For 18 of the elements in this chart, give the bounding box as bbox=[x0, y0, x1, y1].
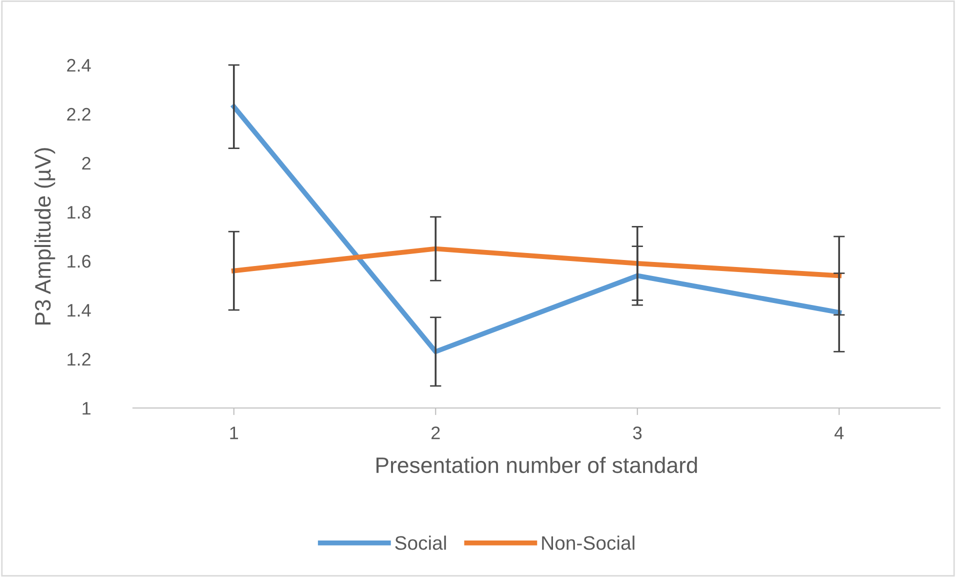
x-tick-label: 1 bbox=[230, 426, 238, 440]
y-axis-title: P3 Amplitude (µV) bbox=[34, 148, 56, 324]
x-tick-label: 4 bbox=[834, 426, 844, 440]
legend-label: Non-Social bbox=[542, 536, 634, 550]
x-axis-title: Presentation number of standard bbox=[376, 456, 697, 474]
line-series bbox=[231, 104, 842, 354]
y-tick-label: 1.6 bbox=[68, 254, 91, 268]
legend-label: Social bbox=[395, 536, 446, 550]
y-tick-label: 1 bbox=[82, 402, 90, 415]
y-tick-label: 2.4 bbox=[67, 58, 91, 72]
x-tick-label: 2 bbox=[432, 426, 440, 440]
line-series bbox=[231, 246, 842, 278]
y-tick-label: 1.4 bbox=[68, 304, 91, 317]
x-tick-label: 3 bbox=[633, 426, 642, 440]
y-tick-label: 2.2 bbox=[67, 108, 90, 121]
y-tick-label: 1.8 bbox=[68, 206, 91, 219]
y-tick-label: 1.2 bbox=[68, 352, 90, 366]
y-tick-label: 2 bbox=[82, 156, 90, 170]
